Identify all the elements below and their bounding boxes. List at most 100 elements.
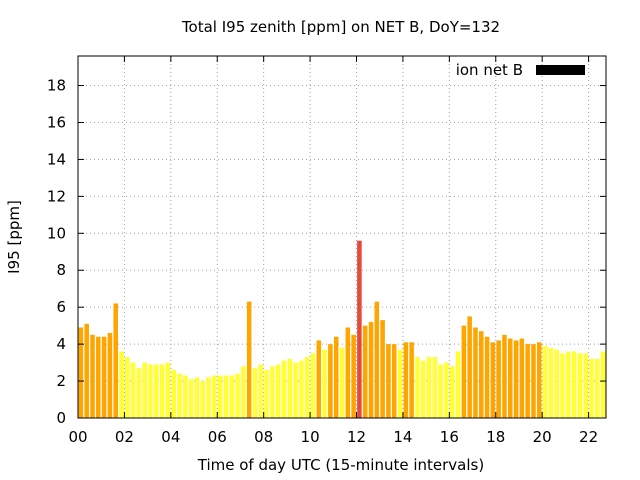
bar — [270, 366, 275, 418]
bar — [235, 373, 240, 418]
bar — [339, 347, 345, 418]
bar — [165, 362, 171, 418]
bar — [287, 358, 293, 418]
bar — [449, 366, 455, 418]
bar — [426, 357, 432, 418]
bar — [508, 338, 513, 418]
x-axis-label: Time of day UTC (15-minute intervals) — [197, 456, 484, 474]
y-tick-label: 8 — [56, 261, 66, 279]
bar — [281, 360, 287, 418]
y-tick-label: 6 — [56, 298, 66, 316]
y-tick-label: 0 — [56, 409, 66, 427]
bar — [304, 357, 310, 418]
bar — [90, 334, 95, 418]
x-tick-label: 06 — [208, 428, 227, 446]
bar — [264, 369, 269, 418]
bar — [461, 325, 467, 418]
bar — [432, 357, 438, 418]
x-tick-label: 04 — [161, 428, 180, 446]
bar — [525, 344, 530, 418]
bar — [101, 336, 107, 418]
x-tick-label: 20 — [533, 428, 552, 446]
bar — [345, 327, 351, 418]
bars — [78, 240, 606, 418]
bar — [455, 351, 461, 418]
y-tick-label: 12 — [47, 187, 66, 205]
bar — [136, 368, 142, 418]
grid — [78, 56, 606, 418]
y-tick-label: 4 — [56, 335, 66, 353]
bar — [328, 344, 333, 418]
bar — [84, 323, 89, 418]
bar — [119, 351, 124, 418]
bar — [96, 336, 101, 418]
x-tick-label: 22 — [579, 428, 598, 446]
bar — [600, 351, 606, 418]
bar — [142, 362, 147, 418]
bar — [560, 353, 565, 418]
bar — [473, 327, 478, 418]
x-tick-label: 18 — [486, 428, 505, 446]
x-tick-label: 02 — [115, 428, 134, 446]
bar — [130, 362, 136, 418]
y-axis-label: I95 [ppm] — [5, 200, 23, 274]
bar — [409, 342, 414, 418]
bar — [380, 320, 385, 418]
bar — [484, 336, 490, 418]
y-tick-label: 14 — [47, 150, 66, 168]
bar — [537, 342, 542, 418]
bar — [194, 377, 200, 418]
x-tick-label: 10 — [301, 428, 320, 446]
plot-frame — [77, 55, 607, 419]
bar — [177, 373, 182, 418]
bar — [154, 364, 159, 418]
x-tick-label: 12 — [347, 428, 366, 446]
bar — [188, 379, 194, 418]
bar — [513, 340, 519, 418]
bar — [415, 357, 420, 418]
bar — [316, 340, 322, 418]
bar — [397, 349, 403, 418]
bar — [171, 369, 176, 418]
bar — [467, 316, 472, 418]
bar — [223, 375, 229, 418]
bar — [322, 349, 327, 418]
bar — [252, 368, 258, 418]
bar — [531, 344, 536, 418]
bar — [293, 362, 298, 418]
x-tick-label: 14 — [393, 428, 412, 446]
y-tick-label: 10 — [47, 224, 66, 242]
bar — [229, 375, 235, 418]
bar — [351, 334, 356, 418]
bar — [374, 301, 380, 418]
x-tick-label: 08 — [254, 428, 273, 446]
bar — [554, 349, 559, 418]
bar — [107, 333, 113, 418]
bar — [391, 344, 397, 418]
bar — [566, 351, 571, 418]
bar — [200, 381, 206, 418]
bar — [125, 357, 130, 418]
bar — [310, 353, 316, 418]
bar — [241, 366, 246, 418]
bar — [595, 358, 600, 418]
y-tick-label: 18 — [47, 77, 66, 95]
bar — [583, 353, 588, 418]
bar — [478, 331, 484, 418]
bar — [542, 345, 548, 418]
bar — [571, 351, 577, 418]
chart-title: Total I95 zenith [ppm] on NET B, DoY=132 — [181, 18, 500, 36]
bar — [502, 334, 507, 418]
bar — [212, 375, 217, 418]
bar — [78, 327, 84, 418]
bar — [577, 353, 583, 418]
bar — [206, 377, 211, 418]
bar — [258, 364, 264, 418]
bar — [299, 360, 304, 418]
bar — [420, 360, 426, 418]
bar — [548, 347, 554, 418]
bar — [148, 364, 153, 418]
bar — [368, 321, 374, 418]
